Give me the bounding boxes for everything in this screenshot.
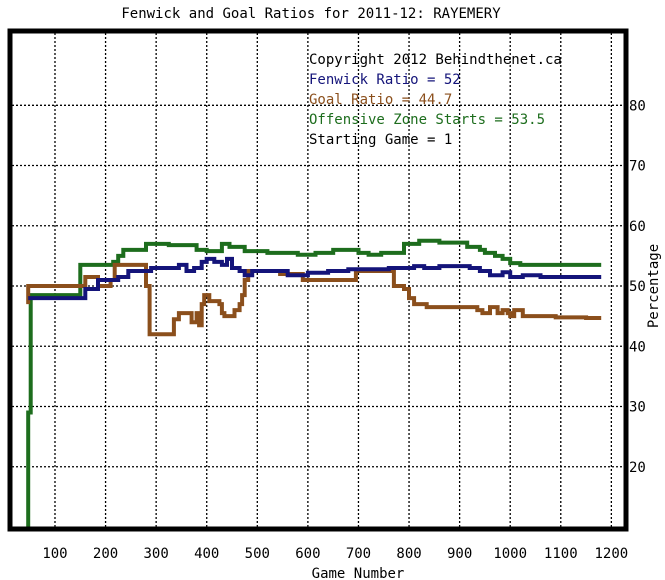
chart-title: Fenwick and Goal Ratios for 2011-12: RAY… — [121, 6, 501, 22]
series-line-goal-ratio — [26, 262, 602, 337]
y-tick-label: 30 — [629, 400, 646, 416]
y-tick-label: 80 — [629, 98, 646, 114]
x-tick-label: 700 — [346, 546, 371, 562]
y-tick-label: 60 — [629, 219, 646, 235]
annotation-line: Fenwick Ratio = 52 — [309, 72, 461, 88]
x-tick-label: 1200 — [594, 546, 628, 562]
x-axis-label: Game Number — [312, 566, 405, 580]
y-tick-label: 20 — [629, 460, 646, 476]
x-tick-label: 900 — [447, 546, 472, 562]
x-tick-label: 100 — [42, 546, 67, 562]
annotation-line: Copyright 2012 Behindthenet.ca — [309, 52, 562, 68]
x-tick-label: 200 — [93, 546, 118, 562]
x-tick-label: 800 — [396, 546, 421, 562]
annotation-line: Starting Game = 1 — [309, 132, 452, 148]
y-tick-label: 50 — [629, 279, 646, 295]
y-tick-labels: 20 30 40 50 60 70 80 — [629, 98, 646, 475]
x-tick-label: 400 — [194, 546, 219, 562]
x-tick-label: 300 — [144, 546, 169, 562]
annotations: Copyright 2012 Behindthenet.ca Fenwick Ra… — [309, 52, 562, 148]
series-group — [26, 238, 602, 527]
y-axis-label: Percentage — [646, 244, 662, 328]
annotation-line: Goal Ratio = 44.7 — [309, 92, 452, 108]
x-tick-label: 1100 — [544, 546, 578, 562]
x-tick-label: 500 — [245, 546, 270, 562]
y-tick-label: 40 — [629, 339, 646, 355]
x-tick-label: 1000 — [493, 546, 527, 562]
series-line-offensive-zone-starts — [26, 238, 602, 527]
x-tick-label: 600 — [295, 546, 320, 562]
x-tick-labels: 100 200 300 400 500 600 700 800 900 1000 1100 1200 — [42, 546, 628, 562]
series-line-fenwick-ratio — [28, 256, 602, 301]
plot-frame — [7, 28, 629, 532]
grid — [12, 33, 624, 527]
y-tick-label: 70 — [629, 159, 646, 175]
annotation-line: Offensive Zone Starts = 53.5 — [309, 112, 545, 128]
